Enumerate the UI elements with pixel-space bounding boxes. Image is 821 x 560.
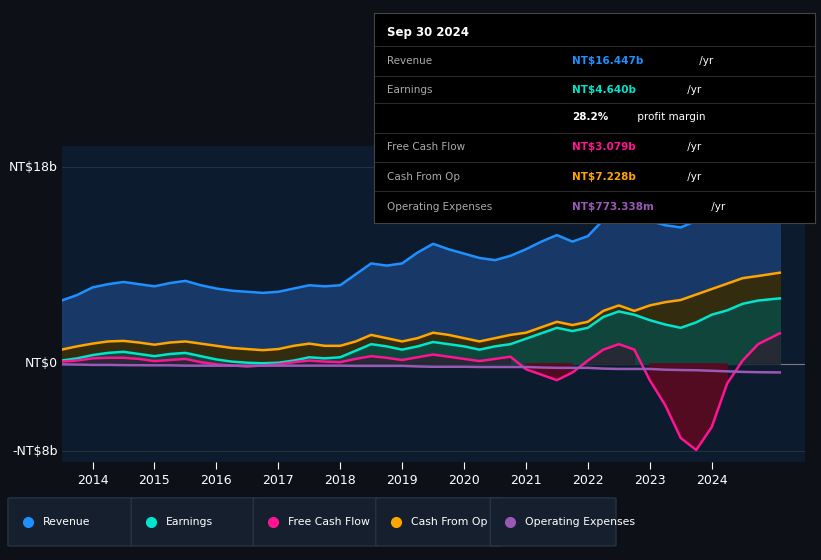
Text: Sep 30 2024: Sep 30 2024	[387, 26, 469, 39]
Text: NT$0: NT$0	[25, 357, 57, 370]
FancyBboxPatch shape	[253, 498, 379, 546]
Text: /yr: /yr	[684, 142, 701, 152]
Text: Earnings: Earnings	[166, 517, 213, 527]
Text: Operating Expenses: Operating Expenses	[387, 202, 492, 212]
Text: NT$773.338m: NT$773.338m	[572, 202, 654, 212]
Text: NT$16.447b: NT$16.447b	[572, 56, 644, 66]
Text: NT$3.079b: NT$3.079b	[572, 142, 636, 152]
FancyBboxPatch shape	[376, 498, 502, 546]
Text: Operating Expenses: Operating Expenses	[525, 517, 635, 527]
Text: Revenue: Revenue	[43, 517, 90, 527]
Text: 28.2%: 28.2%	[572, 112, 608, 122]
Text: -NT$8b: -NT$8b	[12, 445, 57, 458]
FancyBboxPatch shape	[8, 498, 134, 546]
Text: Earnings: Earnings	[387, 85, 433, 95]
Text: Free Cash Flow: Free Cash Flow	[288, 517, 369, 527]
Text: Cash From Op: Cash From Op	[410, 517, 487, 527]
FancyBboxPatch shape	[131, 498, 257, 546]
Text: /yr: /yr	[709, 202, 726, 212]
FancyBboxPatch shape	[490, 498, 616, 546]
Text: profit margin: profit margin	[634, 112, 706, 122]
Text: NT$7.228b: NT$7.228b	[572, 172, 636, 181]
Text: /yr: /yr	[684, 85, 701, 95]
Text: /yr: /yr	[696, 56, 713, 66]
Text: /yr: /yr	[684, 172, 701, 181]
Text: Revenue: Revenue	[387, 56, 432, 66]
Text: Free Cash Flow: Free Cash Flow	[387, 142, 465, 152]
Text: NT$4.640b: NT$4.640b	[572, 85, 636, 95]
Text: NT$18b: NT$18b	[9, 161, 57, 174]
Text: Cash From Op: Cash From Op	[387, 172, 460, 181]
